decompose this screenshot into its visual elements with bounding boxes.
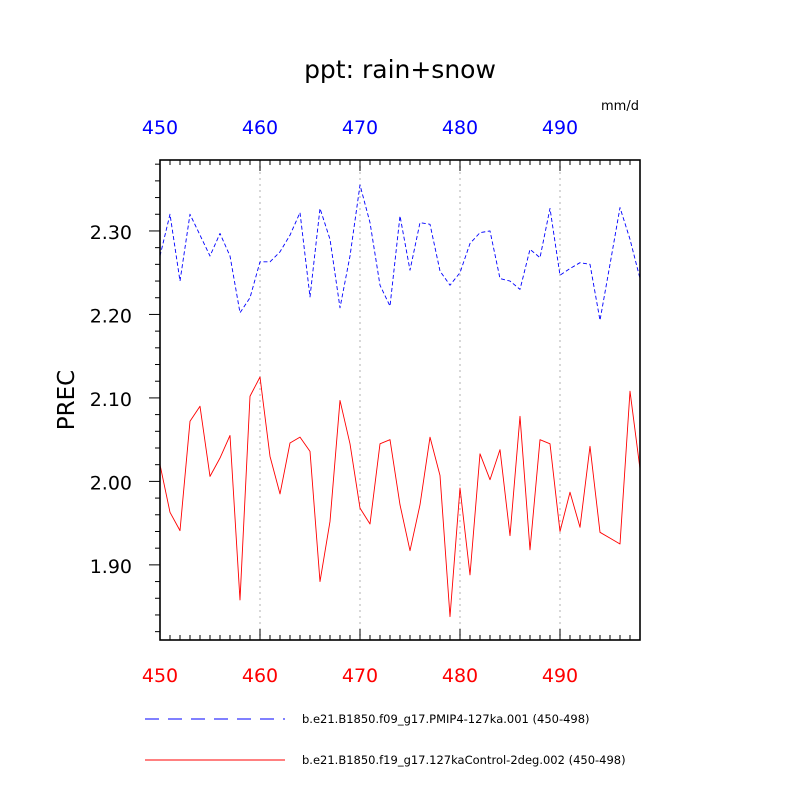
bottom-x-tick-label: 460 xyxy=(242,665,278,687)
legend: b.e21.B1850.f09_g17.PMIP4-127ka.001 (450… xyxy=(145,712,626,767)
top-x-tick-label: 460 xyxy=(242,117,278,139)
y-axis-label: PREC xyxy=(54,370,80,430)
units-label: mm/d xyxy=(601,99,639,114)
series-line-red xyxy=(159,376,641,618)
y-tick-label: 1.90 xyxy=(90,556,132,578)
y-tick-label: 2.30 xyxy=(90,222,132,244)
legend-label-blue: b.e21.B1850.f09_g17.PMIP4-127ka.001 (450… xyxy=(302,712,590,726)
axis-ticks xyxy=(149,160,641,640)
y-tick-label: 2.10 xyxy=(90,389,132,411)
top-x-tick-label: 480 xyxy=(442,117,478,139)
bottom-x-tick-label: 450 xyxy=(142,665,178,687)
bottom-x-tick-label: 490 xyxy=(542,665,578,687)
legend-label-red: b.e21.B1850.f19_g17.127kaControl-2deg.00… xyxy=(302,753,626,767)
y-tick-label: 2.20 xyxy=(90,305,132,327)
series-lines xyxy=(159,184,641,618)
plot-frame xyxy=(159,159,641,641)
chart-title: ppt: rain+snow xyxy=(304,55,496,84)
tick-labels: 1.90 2.00 2.10 2.20 2.30 450 460 470 480 490 450 46… xyxy=(90,117,578,687)
bottom-x-tick-label: 470 xyxy=(342,665,378,687)
bottom-x-tick-label: 480 xyxy=(442,665,478,687)
top-x-tick-label: 470 xyxy=(342,117,378,139)
grid-lines xyxy=(259,160,561,640)
series-line-blue xyxy=(159,184,641,321)
top-x-tick-label: 490 xyxy=(542,117,578,139)
y-tick-label: 2.00 xyxy=(90,472,132,494)
top-x-tick-label: 450 xyxy=(142,117,178,139)
